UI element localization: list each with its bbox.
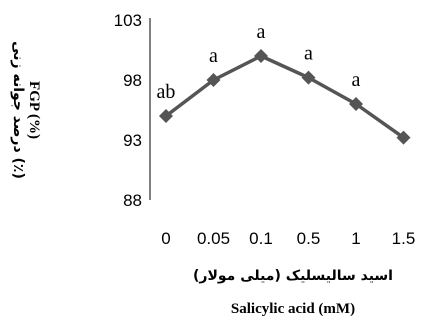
x-tick-label: 0 — [161, 229, 170, 248]
y-tick-label: 98 — [123, 71, 142, 90]
x-tick-label: 0.5 — [297, 229, 321, 248]
data-point-marker — [206, 73, 221, 87]
x-tick-labels: 0 0.05 0.1 0.5 1 1.5 — [161, 229, 415, 248]
data-label: a — [209, 45, 218, 67]
data-point-marker — [349, 97, 363, 111]
x-tick-label: 0.05 — [197, 229, 230, 248]
x-tick-label: 1 — [351, 229, 360, 248]
data-point-marker — [301, 70, 316, 85]
series-line — [164, 54, 405, 140]
data-label: a — [304, 43, 313, 65]
y-tick-label: 103 — [114, 11, 142, 30]
x-axis-title-persian: اسید سالیسلیک (میلی مولار) — [193, 268, 393, 284]
series-layer: abaaaab — [157, 21, 411, 145]
data-label: ab — [157, 81, 176, 103]
x-axis-title-english: Salicylic acid (mM) — [231, 301, 355, 317]
y-tick-labels: 88 93 98 103 — [114, 11, 142, 210]
data-point-marker — [254, 49, 268, 63]
data-label: a — [352, 69, 361, 91]
data-label: a — [257, 21, 266, 43]
data-point-marker — [396, 130, 411, 145]
x-tick-label: 0.1 — [249, 229, 273, 248]
data-point-marker — [159, 109, 173, 123]
y-axis-title-english: FGP (%) — [26, 81, 42, 139]
y-axis-title: درصد جوانه زنی (٪) FGP (%) — [10, 41, 42, 179]
y-tick-label: 88 — [123, 191, 142, 210]
y-axis-title-persian: درصد جوانه زنی (٪) — [10, 41, 26, 179]
x-tick-label: 1.5 — [392, 229, 416, 248]
y-tick-label: 93 — [123, 131, 142, 150]
